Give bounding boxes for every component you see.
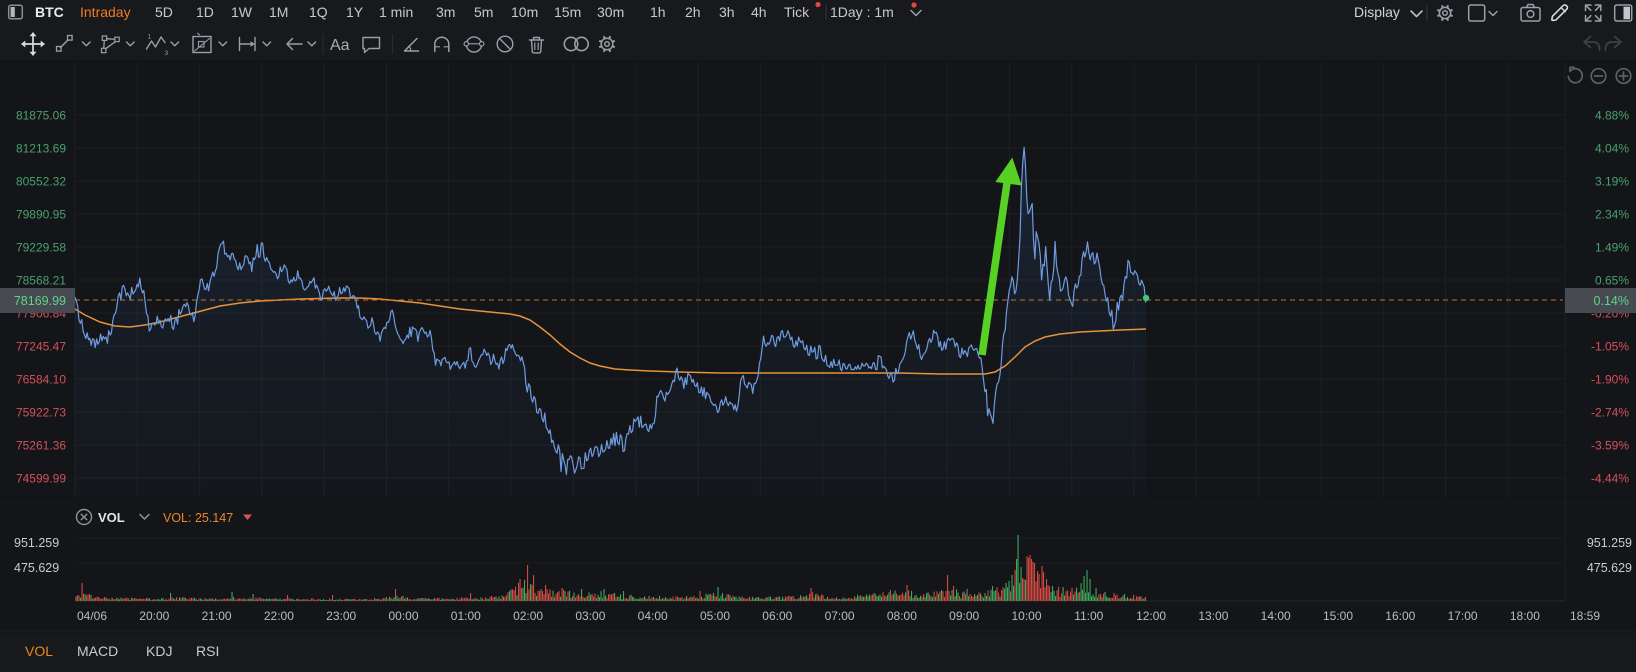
svg-text:06:00: 06:00 <box>762 609 792 623</box>
svg-text:76584.10: 76584.10 <box>16 373 66 387</box>
svg-text:11:00: 11:00 <box>1074 609 1103 623</box>
svg-text:1.49%: 1.49% <box>1595 241 1629 255</box>
svg-text:VOL: VOL <box>98 510 125 525</box>
svg-text:75261.36: 75261.36 <box>16 439 66 453</box>
svg-text:02:00: 02:00 <box>513 609 543 623</box>
svg-text:15m: 15m <box>554 4 581 20</box>
svg-text:77245.47: 77245.47 <box>16 340 66 354</box>
svg-text:1M: 1M <box>269 4 288 20</box>
svg-text:22:00: 22:00 <box>264 609 294 623</box>
svg-text:1Day : 1m: 1Day : 1m <box>830 4 894 20</box>
svg-text:79890.95: 79890.95 <box>16 208 66 222</box>
svg-text:-2.74%: -2.74% <box>1591 406 1629 420</box>
svg-text:18:59: 18:59 <box>1570 609 1600 623</box>
svg-text:475.629: 475.629 <box>14 561 59 575</box>
svg-text:3.19%: 3.19% <box>1595 175 1629 189</box>
svg-text:74599.99: 74599.99 <box>16 472 66 486</box>
svg-text:09:00: 09:00 <box>949 609 979 623</box>
svg-text:951.259: 951.259 <box>1587 536 1632 550</box>
svg-text:-3.59%: -3.59% <box>1591 439 1629 453</box>
svg-text:-4.44%: -4.44% <box>1591 472 1629 486</box>
svg-text:5D: 5D <box>155 4 173 20</box>
svg-text:1D: 1D <box>196 4 214 20</box>
svg-text:VOL: 25.147: VOL: 25.147 <box>163 511 233 525</box>
svg-text:16:00: 16:00 <box>1385 609 1415 623</box>
svg-text:75922.73: 75922.73 <box>16 406 66 420</box>
svg-text:12:00: 12:00 <box>1136 609 1166 623</box>
svg-text:2h: 2h <box>685 4 701 20</box>
svg-text:4.88%: 4.88% <box>1595 109 1629 123</box>
svg-text:04:00: 04:00 <box>638 609 668 623</box>
svg-text:10m: 10m <box>511 4 538 20</box>
svg-text:80552.32: 80552.32 <box>16 175 66 189</box>
svg-text:1h: 1h <box>650 4 666 20</box>
svg-text:0.65%: 0.65% <box>1595 274 1629 288</box>
svg-text:18:00: 18:00 <box>1510 609 1540 623</box>
svg-text:BTC: BTC <box>35 4 64 20</box>
svg-text:03:00: 03:00 <box>575 609 605 623</box>
svg-text:2.34%: 2.34% <box>1595 208 1629 222</box>
svg-text:Display: Display <box>1354 4 1400 20</box>
svg-text:78169.99: 78169.99 <box>14 294 66 308</box>
svg-text:1W: 1W <box>231 4 253 20</box>
svg-text:30m: 30m <box>597 4 624 20</box>
svg-text:23:00: 23:00 <box>326 609 356 623</box>
svg-text:RSI: RSI <box>196 643 219 659</box>
svg-text:951.259: 951.259 <box>14 536 59 550</box>
svg-text:MACD: MACD <box>77 643 118 659</box>
svg-text:17:00: 17:00 <box>1448 609 1478 623</box>
svg-text:475.629: 475.629 <box>1587 561 1632 575</box>
svg-text:-1.05%: -1.05% <box>1591 340 1629 354</box>
svg-text:3h: 3h <box>719 4 735 20</box>
svg-text:5m: 5m <box>474 4 493 20</box>
svg-text:20:00: 20:00 <box>139 609 169 623</box>
svg-text:0.14%: 0.14% <box>1594 294 1629 308</box>
svg-text:81875.06: 81875.06 <box>16 109 66 123</box>
svg-text:4.04%: 4.04% <box>1595 142 1629 156</box>
svg-text:3: 3 <box>165 50 169 57</box>
svg-text:10:00: 10:00 <box>1011 609 1041 623</box>
svg-text:1Y: 1Y <box>346 4 364 20</box>
svg-text:Aa: Aa <box>330 37 350 54</box>
svg-text:08:00: 08:00 <box>887 609 917 623</box>
svg-text:KDJ: KDJ <box>146 643 172 659</box>
svg-text:1Q: 1Q <box>309 4 328 20</box>
svg-text:05:00: 05:00 <box>700 609 730 623</box>
svg-text:1: 1 <box>148 34 152 41</box>
svg-text:07:00: 07:00 <box>825 609 855 623</box>
svg-text:14:00: 14:00 <box>1261 609 1291 623</box>
svg-text:15:00: 15:00 <box>1323 609 1353 623</box>
svg-text:3m: 3m <box>436 4 455 20</box>
svg-text:01:00: 01:00 <box>451 609 481 623</box>
svg-text:4h: 4h <box>751 4 767 20</box>
svg-text:VOL: VOL <box>25 643 53 659</box>
svg-text:Intraday: Intraday <box>80 4 131 20</box>
svg-text:00:00: 00:00 <box>388 609 418 623</box>
svg-text:21:00: 21:00 <box>202 609 232 623</box>
svg-text:Tick: Tick <box>784 4 810 20</box>
svg-text:1 min: 1 min <box>379 4 413 20</box>
svg-text:13:00: 13:00 <box>1198 609 1228 623</box>
svg-text:04/06: 04/06 <box>77 609 107 623</box>
svg-text:81213.69: 81213.69 <box>16 142 66 156</box>
svg-text:-1.90%: -1.90% <box>1591 373 1629 387</box>
svg-text:79229.58: 79229.58 <box>16 241 66 255</box>
svg-text:78568.21: 78568.21 <box>16 274 66 288</box>
